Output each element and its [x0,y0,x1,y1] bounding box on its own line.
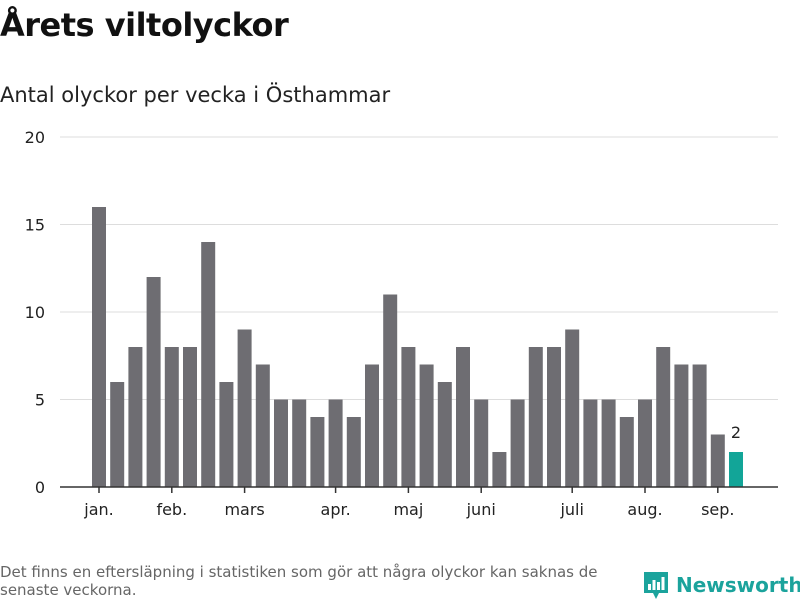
y-tick-label: 15 [25,216,45,235]
y-tick-label: 0 [35,478,45,497]
bar [583,399,598,487]
bar-chart-logo-icon [644,571,668,599]
bar [510,399,525,487]
chart-title: Årets viltolyckor [0,6,289,44]
bar [419,364,434,487]
y-tick-label: 5 [35,391,45,410]
bar-chart: 0 5 10 15 20 2 jan. feb. mars apr. maj juni juli aug.… [25,128,778,519]
brand-name: Newsworthy [676,573,800,597]
x-tick-label: jan. [83,500,113,519]
bar [547,347,561,487]
bar [310,417,325,487]
brand-logo[interactable]: Newsworthy [644,569,800,601]
bar [638,399,652,487]
bar [146,277,161,487]
bar [492,452,507,487]
bar [619,417,634,487]
x-tick-label: sep. [701,500,734,519]
bar [365,364,379,487]
chart-subtitle: Antal olyckor per vecka i Östhammar [0,83,391,107]
bar [437,382,452,487]
y-tick-label: 10 [25,303,45,322]
bar [201,242,216,487]
y-tick-label: 20 [25,128,45,147]
bar [401,347,416,487]
bar [346,417,361,487]
bar [474,399,489,487]
bar [219,382,234,487]
data-label: 2 [731,423,741,442]
bar [692,364,707,487]
bar [274,399,288,487]
x-tick-label: apr. [321,500,351,519]
bar [328,399,343,487]
bar [383,294,398,487]
bar-current-week [729,452,743,487]
bar [237,329,252,487]
bar [183,347,197,487]
x-tick-label: juli [559,500,583,519]
x-tick-label: feb. [156,500,187,519]
bar [710,434,725,487]
bar [656,347,671,487]
bar [292,399,307,487]
x-tick-label: juni [466,500,496,519]
bar [674,364,689,487]
x-tick-label: maj [393,500,423,519]
bar [128,347,143,487]
bar [528,347,543,487]
footnote: Det finns en eftersläpning i statistiken… [0,563,598,599]
bar [110,382,125,487]
bar [164,347,179,487]
bar [565,329,580,487]
x-tick-label: mars [224,500,264,519]
x-tick-label: aug. [627,500,662,519]
bar [92,207,106,487]
bar [456,347,470,487]
bar [255,364,270,487]
bar [601,399,616,487]
